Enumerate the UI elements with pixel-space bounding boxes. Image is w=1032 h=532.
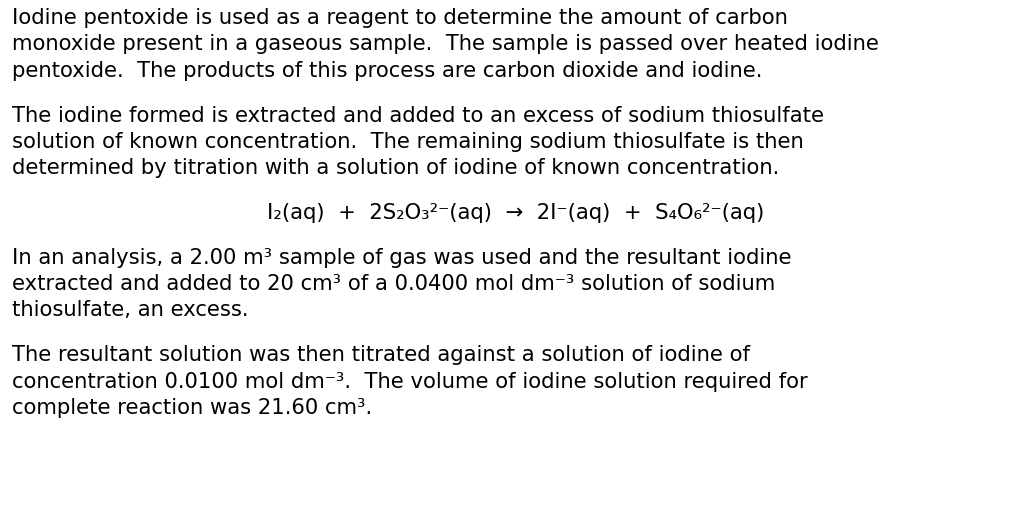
Text: solution of known concentration.  The remaining sodium thiosulfate is then: solution of known concentration. The rem… xyxy=(12,132,804,152)
Text: pentoxide.  The products of this process are carbon dioxide and iodine.: pentoxide. The products of this process … xyxy=(12,61,763,81)
Text: concentration 0.0100 mol dm⁻³.  The volume of iodine solution required for: concentration 0.0100 mol dm⁻³. The volum… xyxy=(12,371,808,392)
Text: In an analysis, a 2.00 m³ sample of gas was used and the resultant iodine: In an analysis, a 2.00 m³ sample of gas … xyxy=(12,247,792,268)
Text: The iodine formed is extracted and added to an excess of sodium thiosulfate: The iodine formed is extracted and added… xyxy=(12,105,824,126)
Text: monoxide present in a gaseous sample.  The sample is passed over heated iodine: monoxide present in a gaseous sample. Th… xyxy=(12,35,879,54)
Text: complete reaction was 21.60 cm³.: complete reaction was 21.60 cm³. xyxy=(12,398,373,418)
Text: Iodine pentoxide is used as a reagent to determine the amount of carbon: Iodine pentoxide is used as a reagent to… xyxy=(12,8,787,28)
Text: extracted and added to 20 cm³ of a 0.0400 mol dm⁻³ solution of sodium: extracted and added to 20 cm³ of a 0.040… xyxy=(12,274,775,294)
Text: determined by titration with a solution of iodine of known concentration.: determined by titration with a solution … xyxy=(12,159,779,179)
Text: thiosulfate, an excess.: thiosulfate, an excess. xyxy=(12,301,249,320)
Text: The resultant solution was then titrated against a solution of iodine of: The resultant solution was then titrated… xyxy=(12,345,750,365)
Text: I₂(aq)  +  2S₂O₃²⁻(aq)  →  2I⁻(aq)  +  S₄O₆²⁻(aq): I₂(aq) + 2S₂O₃²⁻(aq) → 2I⁻(aq) + S₄O₆²⁻(… xyxy=(267,203,765,223)
